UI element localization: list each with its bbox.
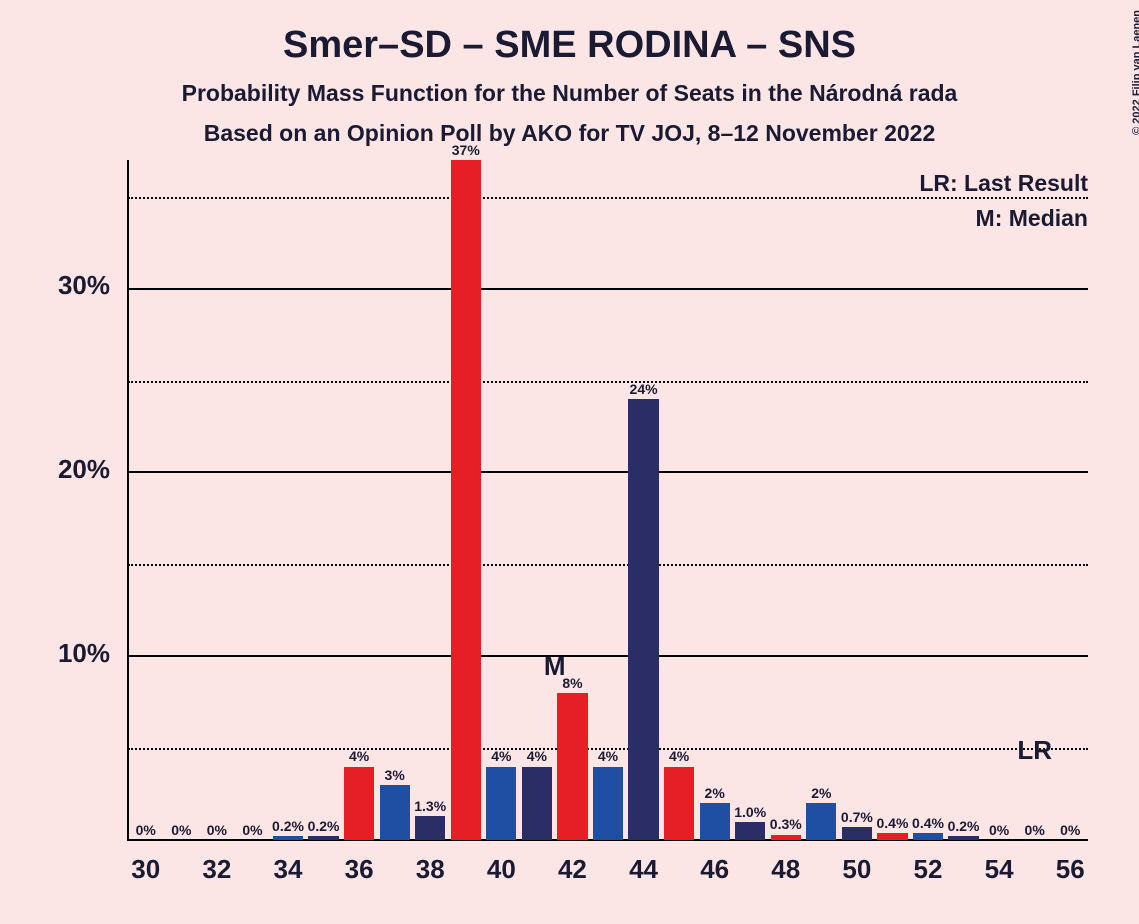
bar: [948, 836, 978, 840]
bar-value-label: 24%: [630, 381, 658, 397]
bar-value-label: 4%: [598, 748, 618, 764]
gridline-minor: [128, 564, 1088, 566]
x-axis-label: 40: [487, 854, 516, 885]
x-axis-label: 56: [1056, 854, 1085, 885]
x-axis-label: 30: [131, 854, 160, 885]
bar-value-label: 0%: [207, 822, 227, 838]
bar: [451, 160, 481, 840]
bar-value-label: 37%: [452, 142, 480, 158]
y-axis-label: 10%: [0, 638, 110, 669]
x-axis-label: 52: [914, 854, 943, 885]
gridline-major: [128, 471, 1088, 473]
bar: [806, 803, 836, 840]
y-axis: [127, 160, 129, 840]
bar-value-label: 0.2%: [308, 818, 340, 834]
bar-value-label: 0%: [1060, 822, 1080, 838]
bar-value-label: 0%: [136, 822, 156, 838]
bar-value-label: 4%: [527, 748, 547, 764]
bar: [486, 767, 516, 841]
gridline-major: [128, 655, 1088, 657]
bar-value-label: 0.4%: [912, 815, 944, 831]
bar: [842, 827, 872, 840]
bar-value-label: 0%: [242, 822, 262, 838]
bar: [522, 767, 552, 841]
x-axis-label: 36: [345, 854, 374, 885]
bar-value-label: 0.2%: [948, 818, 980, 834]
bar-value-label: 0%: [1025, 822, 1045, 838]
last-result-marker: LR: [1017, 735, 1052, 766]
bar: [735, 822, 765, 840]
bar-value-label: 2%: [705, 785, 725, 801]
gridline-minor: [128, 197, 1088, 199]
median-marker: M: [544, 651, 566, 682]
bar: [700, 803, 730, 840]
y-axis-label: 20%: [0, 454, 110, 485]
bar: [344, 767, 374, 841]
bar-value-label: 0.2%: [272, 818, 304, 834]
chart-title: Smer–SD – SME RODINA – SNS: [0, 24, 1139, 67]
gridline-major: [128, 288, 1088, 290]
bar-value-label: 4%: [491, 748, 511, 764]
bar-value-label: 1.3%: [414, 798, 446, 814]
chart-subtitle-1: Probability Mass Function for the Number…: [0, 80, 1139, 107]
bar: [664, 767, 694, 841]
bar: [877, 833, 907, 840]
x-axis-label: 32: [202, 854, 231, 885]
bar: [771, 835, 801, 841]
bar-value-label: 0%: [989, 822, 1009, 838]
x-axis-label: 44: [629, 854, 658, 885]
bar: [593, 767, 623, 841]
bar: [273, 836, 303, 840]
bar-value-label: 0.4%: [876, 815, 908, 831]
bar-value-label: 0.7%: [841, 809, 873, 825]
bar-value-label: 4%: [349, 748, 369, 764]
x-axis-label: 42: [558, 854, 587, 885]
x-axis-label: 34: [274, 854, 303, 885]
bar: [913, 833, 943, 840]
x-axis-label: 46: [700, 854, 729, 885]
bar: [415, 816, 445, 840]
bar: [628, 399, 658, 840]
bar-value-label: 3%: [385, 767, 405, 783]
chart-subtitle-2: Based on an Opinion Poll by AKO for TV J…: [0, 120, 1139, 147]
bar: [308, 836, 338, 840]
bar-value-label: 1.0%: [734, 804, 766, 820]
gridline-minor: [128, 381, 1088, 383]
plot-area: 10%20%30%0%0%0%0%0.2%0.2%4%3%1.3%37%4%4%…: [128, 160, 1088, 840]
x-axis-label: 48: [771, 854, 800, 885]
bar-value-label: 0.3%: [770, 816, 802, 832]
x-axis-label: 38: [416, 854, 445, 885]
bar: [557, 693, 587, 840]
y-axis-label: 30%: [0, 270, 110, 301]
x-axis-label: 54: [985, 854, 1014, 885]
bar-value-label: 2%: [811, 785, 831, 801]
bar-value-label: 0%: [171, 822, 191, 838]
bar-value-label: 4%: [669, 748, 689, 764]
x-axis-label: 50: [842, 854, 871, 885]
copyright-text: © 2022 Filip van Laenen: [1131, 10, 1139, 135]
bar: [380, 785, 410, 840]
